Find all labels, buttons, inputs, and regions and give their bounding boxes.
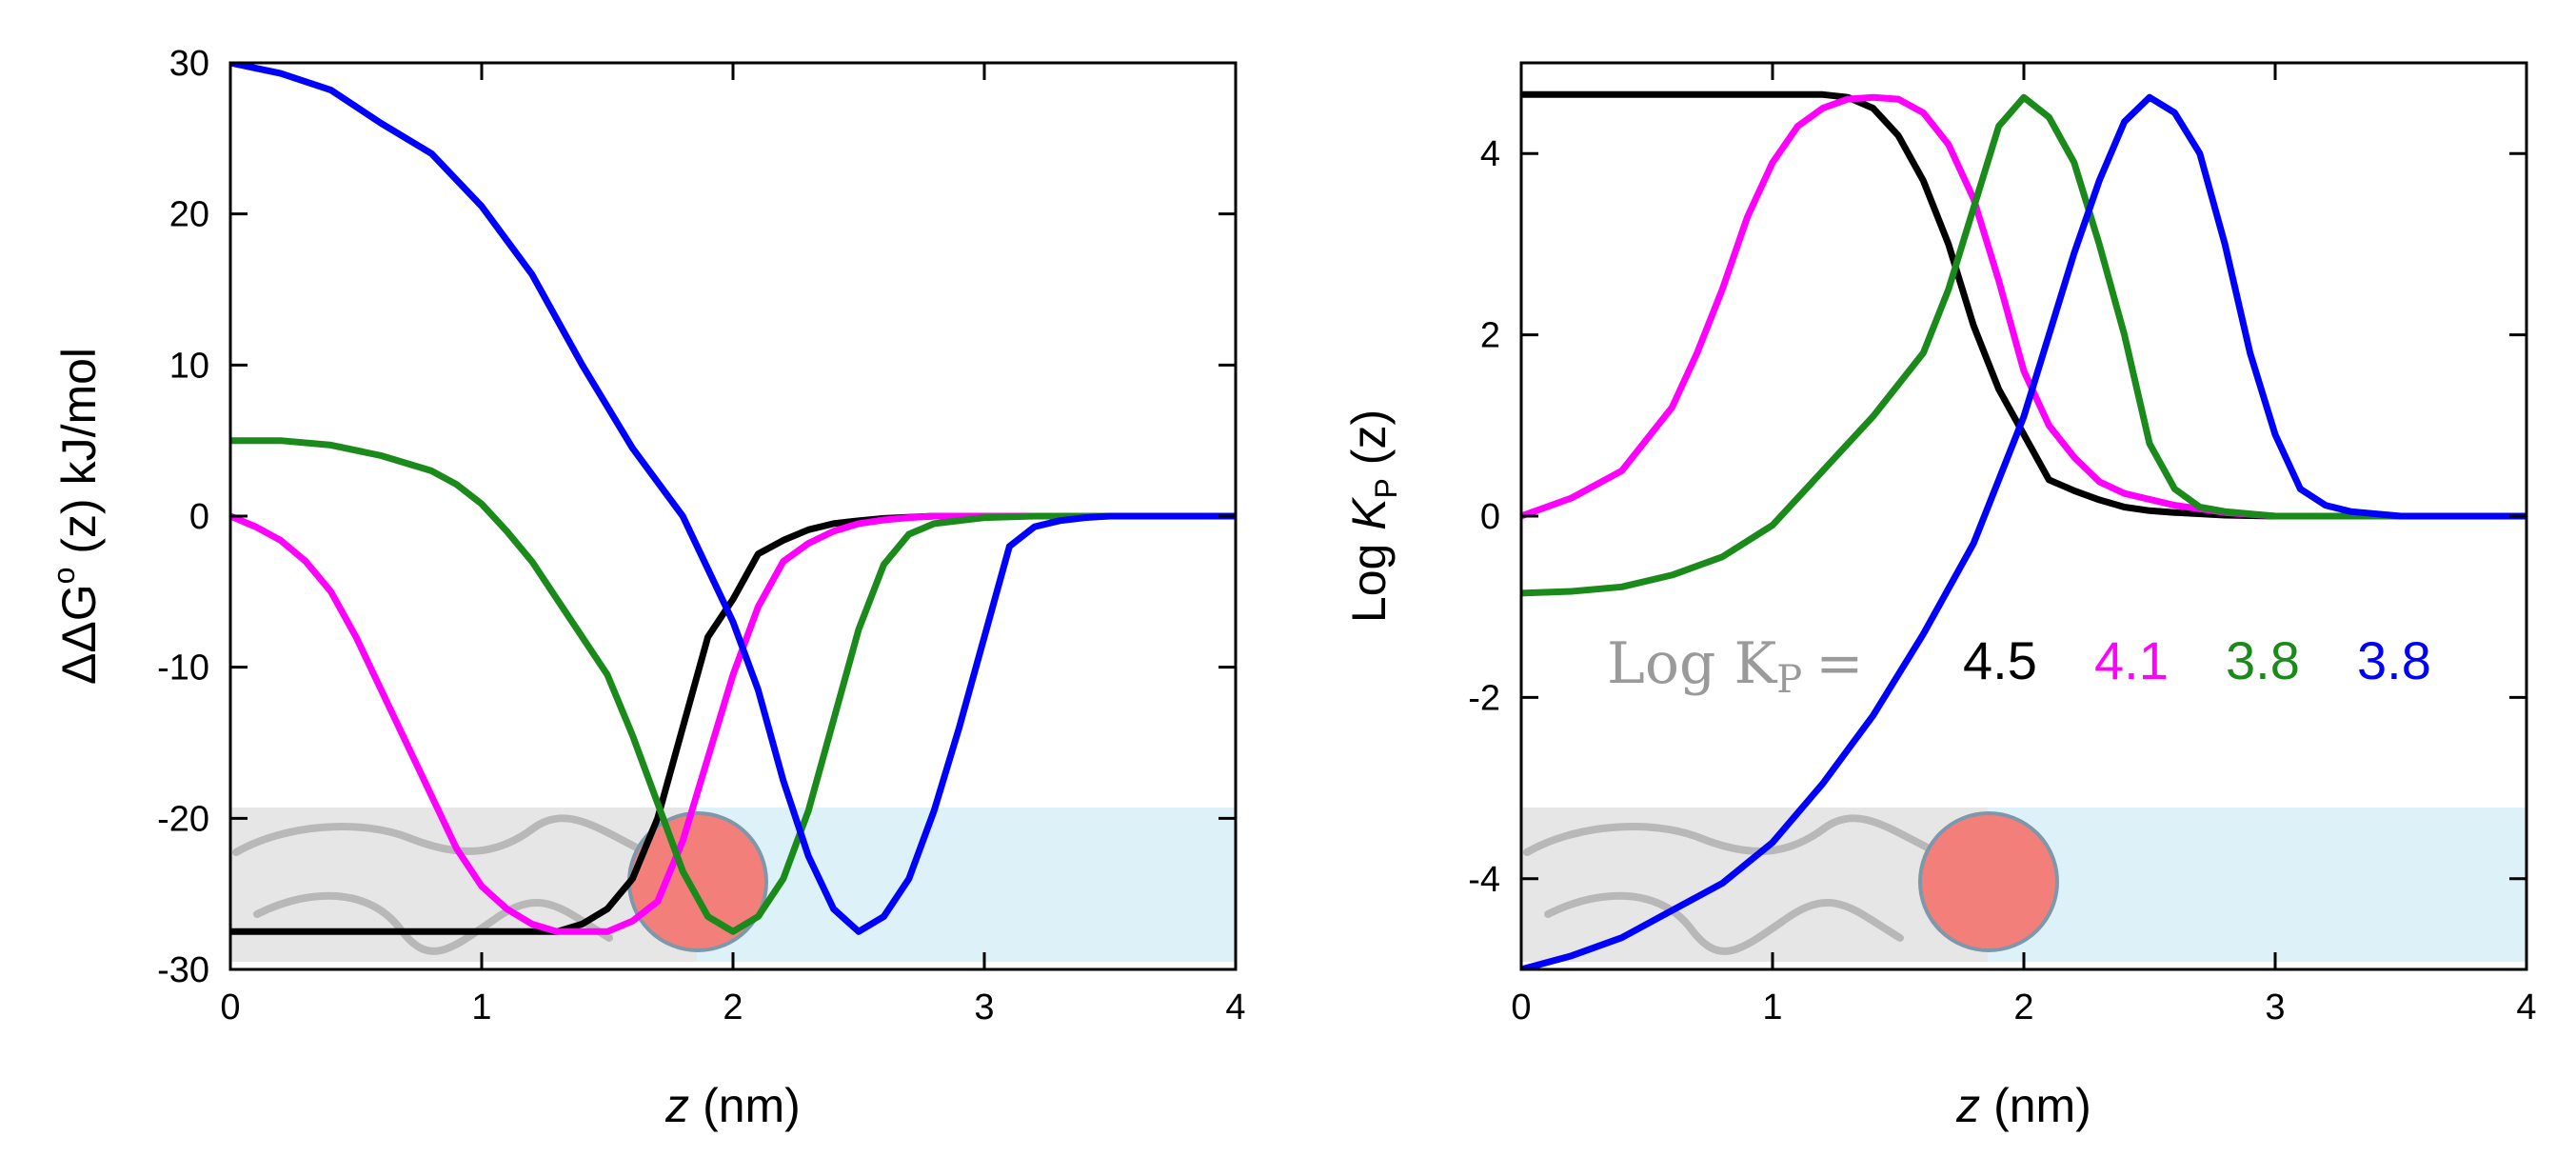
x-tick-label: 4 xyxy=(2516,987,2536,1027)
series-line-magenta xyxy=(230,512,1236,935)
x-axis-unit: (nm) xyxy=(1993,1079,2091,1132)
x-axis-title: z (nm) xyxy=(1955,1079,2091,1132)
y-tick-label: 10 xyxy=(169,346,209,386)
y-tick-label: -2 xyxy=(1468,678,1500,718)
x-axis-var: z xyxy=(664,1079,689,1132)
legend-prefix-sub: P xyxy=(1776,658,1802,702)
y-tick-label: 30 xyxy=(169,44,209,84)
legend-prefix-text: Log K xyxy=(1607,630,1777,697)
y-tick-label: 0 xyxy=(1480,497,1500,537)
membrane-illustration xyxy=(1521,808,2526,962)
series-line-magenta xyxy=(1521,93,2526,520)
x-axis-title: z (nm) xyxy=(664,1079,801,1132)
legend-value-black: 4.5 xyxy=(1963,630,2037,690)
y-tick-label: 20 xyxy=(169,195,209,235)
y-axis-var: K xyxy=(1342,496,1396,530)
y-axis-rest: (z) kJ/mol xyxy=(52,348,106,568)
series-line-blue xyxy=(1521,93,2526,969)
legend-prefix-eq: = xyxy=(1815,630,1863,697)
y-axis-title: ΔΔGo (z) kJ/mol xyxy=(47,348,106,685)
x-axis-var: z xyxy=(1955,1079,1980,1132)
y-tick-label: -4 xyxy=(1468,860,1500,900)
legend-value-blue: 3.8 xyxy=(2357,630,2431,690)
legend: Log KP = 4.5 4.1 3.8 3.8 xyxy=(1607,630,2431,702)
chart-free-energy: 0 1 2 3 4 30 20 10 0 -10 -20 -30 z (nm) ΔΔGo (z) kJ… xyxy=(47,44,1246,1132)
x-tick-label: 0 xyxy=(1511,987,1531,1027)
y-axis-title: Log KP (z) xyxy=(1342,409,1403,623)
x-tick-label: 1 xyxy=(1762,987,1782,1027)
x-axis-unit: (nm) xyxy=(703,1079,801,1132)
series-line-green xyxy=(1521,93,2526,597)
y-tick-label: 2 xyxy=(1480,316,1500,356)
y-tick-label: 0 xyxy=(189,497,209,537)
y-tick-label: 4 xyxy=(1480,134,1500,174)
x-tick-label: 3 xyxy=(2265,987,2285,1027)
x-tick-label: 2 xyxy=(2013,987,2033,1027)
y-axis-sup: o xyxy=(47,568,81,585)
y-axis-rest: (z) xyxy=(1342,409,1396,478)
y-axis-main: ΔΔG xyxy=(52,584,106,685)
legend-value-green: 3.8 xyxy=(2226,630,2300,690)
y-tick-label: -10 xyxy=(157,648,209,688)
y-tick-label: -20 xyxy=(157,799,209,839)
headgroup-circle xyxy=(1918,811,2059,952)
legend-value-magenta: 4.1 xyxy=(2094,630,2169,690)
series-line-green xyxy=(230,437,1236,935)
y-tick-label: -30 xyxy=(157,950,209,990)
y-axis-pre: Log xyxy=(1342,530,1396,623)
x-tick-label: 4 xyxy=(1225,987,1245,1027)
x-tick-label: 0 xyxy=(220,987,240,1027)
x-tick-label: 3 xyxy=(974,987,994,1027)
y-axis-sub: P xyxy=(1369,478,1403,498)
series-line-black xyxy=(1521,90,2526,520)
series-line-blue xyxy=(230,63,1236,935)
lipid-tails-illustration xyxy=(232,814,670,955)
x-tick-label: 2 xyxy=(723,987,743,1027)
legend-prefix: Log KP = xyxy=(1607,630,1863,702)
membrane-illustration xyxy=(230,808,1236,962)
x-tick-label: 1 xyxy=(471,987,491,1027)
